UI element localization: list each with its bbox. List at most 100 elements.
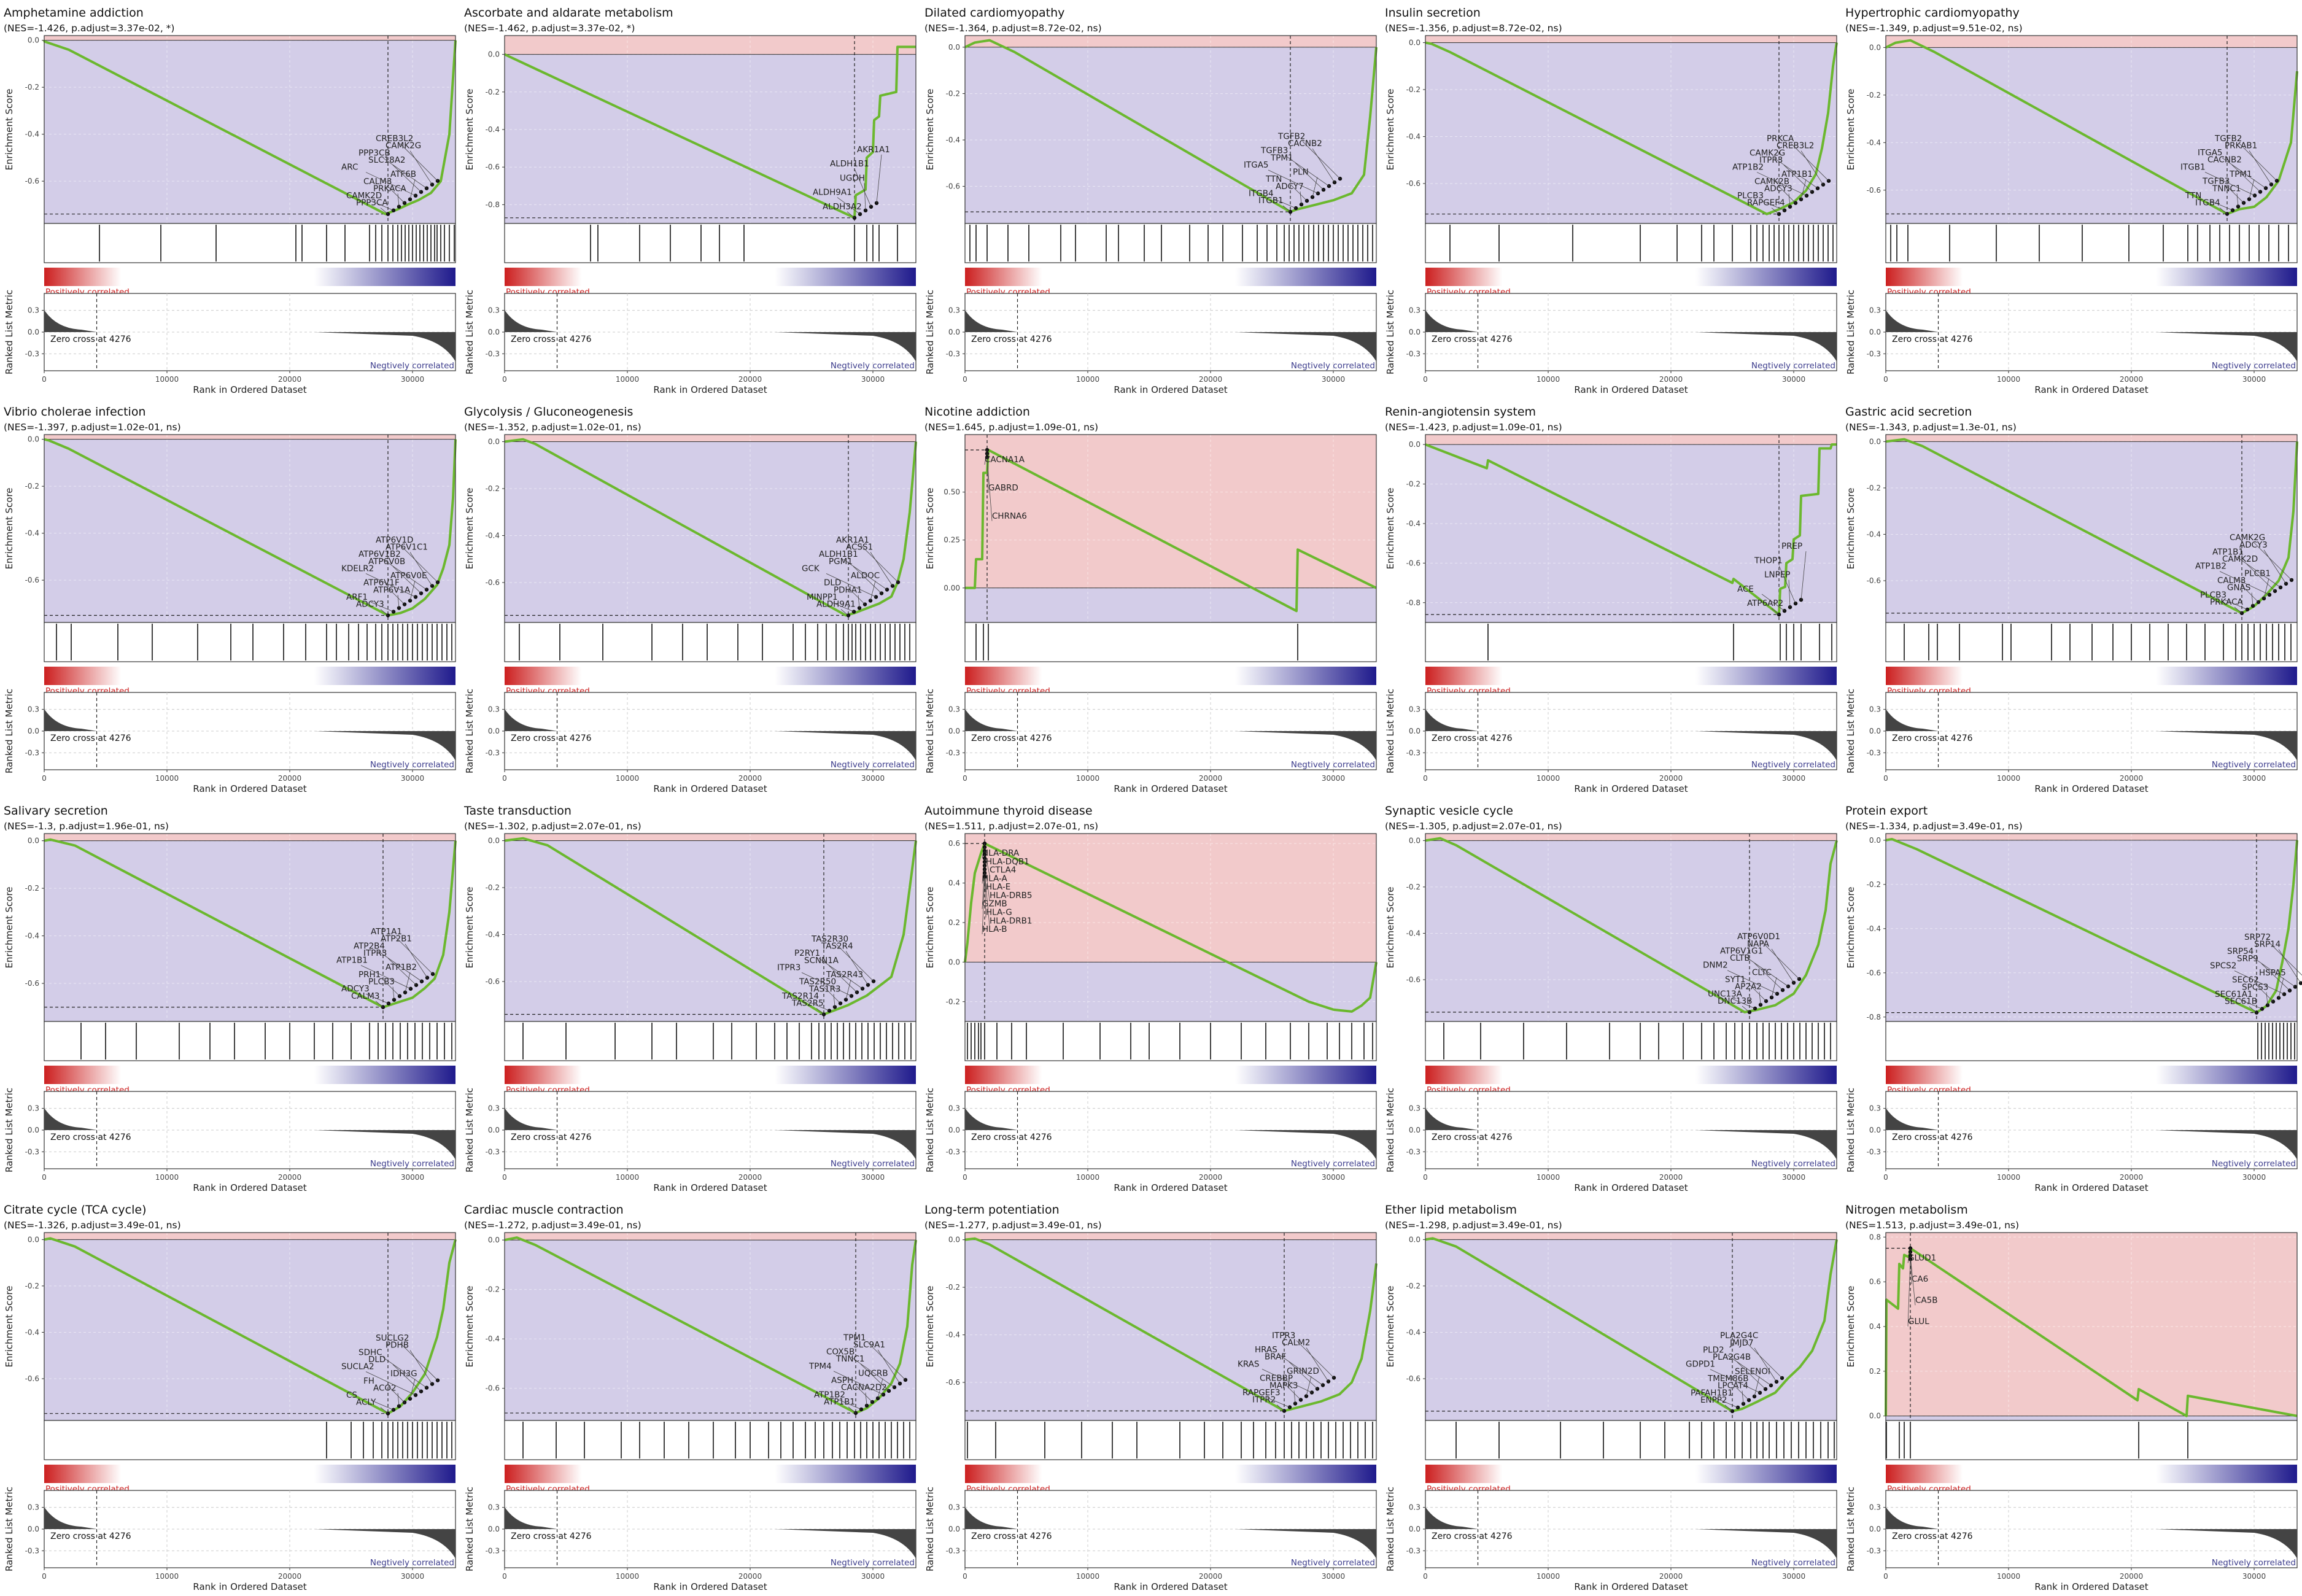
- gene-leader: [1788, 579, 1791, 608]
- gene-leader: [387, 1385, 405, 1403]
- gene-label: ADCY3: [2239, 540, 2268, 550]
- positive-region-bg: [965, 1233, 1376, 1240]
- hits-frame: [504, 622, 917, 662]
- gene-dot: [2265, 1003, 2270, 1007]
- gsea-panel-9: Renin-angiotensin system (NES=-1.423, p.a…: [1381, 399, 1842, 798]
- plot-subtitle: (NES=-1.397, p.adjust=1.02e-01, ns): [4, 422, 181, 433]
- gene-label: CHRNA6: [992, 511, 1027, 521]
- plot-subtitle: (NES=1.513, p.adjust=3.49e-01, ns): [1845, 1220, 2019, 1231]
- gsea-plot-svg: Long-term potentiation (NES=-1.277, p.adj…: [924, 1203, 1378, 1592]
- gene-label: THOP1: [1754, 556, 1783, 565]
- gene-label: CACNA1A: [985, 455, 1025, 465]
- gene-label: HLA-DRA: [982, 848, 1020, 858]
- negatively-correlated-label: Negtively correlated: [831, 361, 915, 371]
- positive-region-bg: [505, 834, 916, 841]
- gene-leader: [397, 1393, 400, 1406]
- hits-frame: [1425, 1021, 1837, 1061]
- gene-leader: [382, 157, 427, 189]
- negative-color-bar: [2156, 268, 2297, 286]
- gene-leader: [847, 211, 855, 219]
- gene-label: CALM2: [1282, 1338, 1310, 1347]
- gene-dot: [985, 455, 990, 460]
- gene-label: HSPA5: [2259, 968, 2286, 978]
- metric-positive-area: [1886, 310, 1939, 332]
- gene-label: ATP6V1D: [376, 535, 413, 545]
- gene-label: ATP6V0B: [368, 557, 405, 567]
- hits-frame: [1885, 622, 2298, 662]
- y-tick-label: -0.6: [486, 578, 500, 587]
- gene-leader: [1732, 998, 1756, 1009]
- gsea-plot-svg: Citrate cycle (TCA cycle) (NES=-1.326, p.…: [4, 1203, 457, 1592]
- y-tick-label: -0.4: [25, 932, 39, 940]
- plot-title: Synaptic vesicle cycle: [1385, 804, 1513, 818]
- positive-color-bar: [965, 1066, 1042, 1084]
- plot-subtitle: (NES=1.511, p.adjust=2.07e-01, ns): [924, 821, 1098, 832]
- gsea-plot-svg: Glycolysis / Gluconeogenesis (NES=-1.352,…: [464, 405, 917, 794]
- gene-label: SRP72: [2244, 932, 2271, 942]
- metric-positive-area: [1425, 1507, 1478, 1529]
- gene-label: TAS2R30: [811, 934, 848, 944]
- y-axis-label: Enrichment Score: [1845, 487, 1856, 569]
- enrichment-score-curve: [43, 40, 457, 215]
- gene-leader: [1910, 1255, 1916, 1306]
- metric-positive-area: [965, 1108, 1018, 1130]
- metric-tick-label: 0.0: [1409, 1525, 1420, 1533]
- gene-label: PAFAH1B1: [1691, 1388, 1733, 1398]
- gene-leader: [400, 544, 438, 583]
- enrichment-score-curve: [44, 438, 457, 617]
- metric-positive-area: [44, 1108, 97, 1130]
- positive-color-bar: [44, 1465, 122, 1483]
- gene-label: TTN: [1265, 174, 1282, 184]
- metric-tick-label: 0.3: [1409, 705, 1420, 714]
- plot-title: Protein export: [1845, 804, 1928, 818]
- gene-label: TGFB2: [2214, 134, 2242, 144]
- gene-label: PDHA1: [834, 585, 862, 595]
- gene-label: TMEM86B: [1707, 1374, 1749, 1384]
- y-tick-label: -0.2: [946, 1283, 960, 1292]
- gsea-plot-svg: Synaptic vesicle cycle (NES=-1.305, p.adj…: [1385, 804, 1838, 1193]
- gsea-panel-2: Ascorbate and aldarate metabolism (NES=-1…: [460, 0, 921, 399]
- x-tick-label: 0: [1423, 774, 1428, 783]
- plot-title: Renin-angiotensin system: [1385, 405, 1536, 419]
- gene-leader: [801, 972, 852, 996]
- gene-leader: [853, 566, 882, 594]
- gene-leader: [2256, 985, 2274, 1002]
- x-tick-label: 20000: [2120, 774, 2143, 783]
- gene-dot: [1309, 1390, 1314, 1395]
- positive-region-bg: [965, 834, 1376, 963]
- gene-label: SCNN1A: [804, 956, 839, 966]
- gene-leader: [1761, 200, 1785, 211]
- gene-leader: [365, 573, 416, 597]
- zero-cross-label: Zero cross at 4276: [971, 335, 1052, 344]
- gene-leader: [1754, 1347, 1777, 1382]
- gene-leader: [370, 200, 394, 211]
- gsea-panel-1: Amphetamine addiction (NES=-1.426, p.adju…: [0, 0, 460, 399]
- metric-axis-label: Ranked List Metric: [1845, 689, 1856, 773]
- metric-tick-label: 0.0: [1409, 727, 1420, 735]
- hits-frame: [44, 223, 456, 263]
- x-axis-label: Rank in Ordered Dataset: [193, 384, 306, 395]
- metric-positive-area: [44, 310, 97, 332]
- plot-subtitle: (NES=-1.349, p.adjust=9.51e-02, ns): [1845, 23, 2023, 34]
- gene-label: CAMK2B: [1754, 177, 1789, 187]
- gene-label: RAPGEF3: [1242, 1388, 1281, 1398]
- positive-color-bar: [44, 268, 122, 286]
- negative-color-bar: [2156, 1066, 2297, 1084]
- gene-label: PRKCA: [1767, 134, 1794, 144]
- negatively-correlated-label: Negtively correlated: [831, 760, 915, 770]
- plot-title: Cardiac muscle contraction: [464, 1203, 624, 1217]
- metric-tick-label: 0.0: [1869, 727, 1881, 735]
- x-tick-label: 0: [42, 1572, 47, 1581]
- y-tick-label: 0.0: [488, 836, 500, 845]
- negative-color-bar: [314, 1066, 455, 1084]
- gene-leader: [1710, 1369, 1761, 1393]
- y-axis-label: Enrichment Score: [1385, 886, 1396, 968]
- x-tick-label: 20000: [2120, 1173, 2143, 1182]
- negative-region-bg: [505, 840, 916, 1021]
- metric-tick-label: 0.3: [1409, 306, 1420, 315]
- gene-leader: [1268, 169, 1319, 194]
- metric-tick-label: -0.3: [25, 349, 39, 358]
- x-tick-label: 30000: [1322, 774, 1345, 783]
- metric-axis-label: Ranked List Metric: [924, 290, 936, 374]
- gene-leader: [1737, 1362, 1766, 1390]
